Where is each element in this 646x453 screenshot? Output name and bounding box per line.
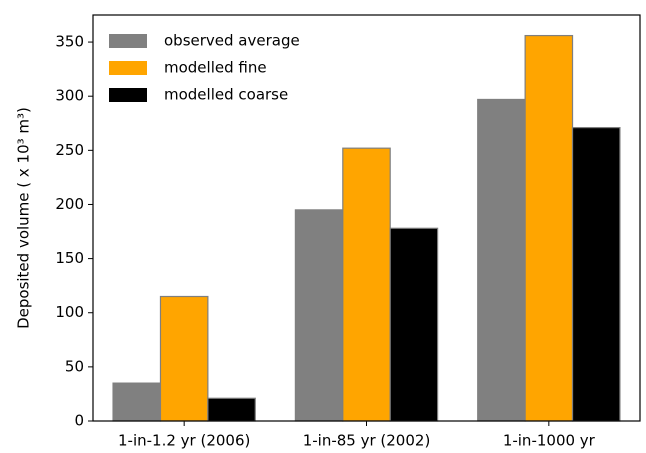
legend-label: modelled fine [164,59,267,77]
y-tick-label: 200 [55,195,84,213]
x-tick-label: 1-in-1.2 yr (2006) [118,432,250,450]
y-tick-label: 100 [55,303,84,321]
legend-swatch [109,34,147,48]
legend-swatch [109,88,147,102]
y-tick-label: 150 [55,249,84,267]
y-axis-label: Deposited volume ( x 10³ m³) [15,107,33,329]
x-tick-label: 1-in-85 yr (2002) [303,432,431,450]
legend-swatch [109,61,147,75]
bar [524,34,574,422]
x-tick-label: 1-in-1000 yr [503,432,596,450]
bar [571,126,621,422]
bar [112,382,162,422]
bar [207,397,256,422]
bar [159,295,209,422]
legend-label: observed average [164,32,300,50]
plot-frame [92,14,641,422]
y-tick-label: 250 [55,141,84,159]
legend-label: modelled coarse [164,86,288,104]
bar [294,209,344,422]
y-tick-label: 350 [55,33,84,51]
y-tick-label: 0 [74,412,84,430]
bar [389,227,439,422]
bar [477,98,526,422]
y-tick-label: 50 [65,357,84,375]
bar [342,147,391,422]
y-tick-label: 300 [55,87,84,105]
